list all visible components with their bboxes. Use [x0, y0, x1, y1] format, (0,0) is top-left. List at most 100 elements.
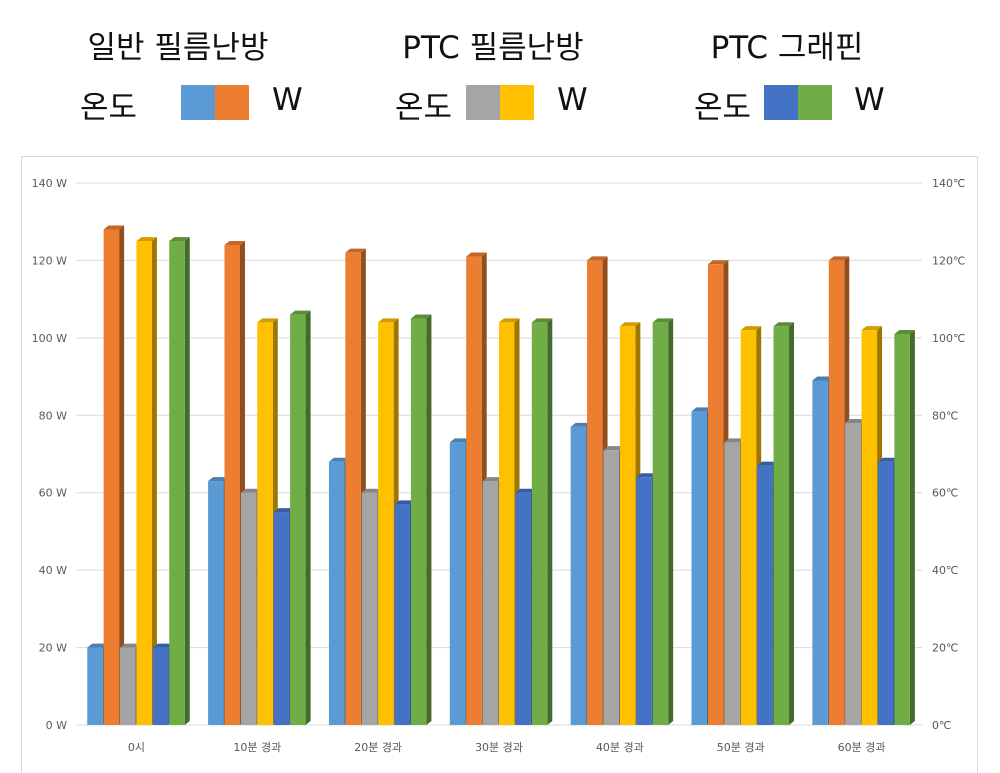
bar-series	[87, 225, 915, 726]
bar	[103, 225, 125, 725]
bar-top	[410, 314, 432, 319]
y-left-tick-label: 20 W	[39, 642, 67, 655]
bar-front	[740, 330, 757, 725]
y-right-tick-label: 20℃	[932, 642, 958, 655]
y-left-tick-label: 60 W	[39, 487, 67, 500]
bar-front	[482, 481, 499, 725]
bar-top	[691, 407, 713, 412]
bar-side	[119, 225, 125, 725]
bar-top	[449, 438, 471, 443]
bar-front	[240, 492, 257, 725]
y-left-tick-label: 100 W	[32, 332, 67, 345]
y-right-tick-label: 80℃	[932, 409, 958, 422]
bar-front	[169, 241, 185, 726]
bar-top	[208, 477, 229, 482]
legend-watt-swatch	[500, 85, 534, 120]
x-tick-label: 40분 경과	[596, 741, 644, 754]
bar-top	[845, 419, 866, 424]
bar-front	[861, 330, 878, 725]
bar-front	[773, 326, 790, 725]
bar-front	[652, 322, 669, 725]
bar-front	[257, 322, 273, 725]
bar-front	[603, 450, 619, 725]
bar-front	[273, 512, 290, 725]
legend-title: PTC 필름난방	[402, 30, 584, 66]
legend-watt-label: W	[557, 82, 588, 118]
bar-side	[668, 318, 674, 725]
bar-front	[345, 252, 361, 725]
bar-front	[328, 461, 345, 725]
legend-temp-label: 온도	[694, 90, 752, 126]
bar-top	[707, 260, 729, 265]
bar-front	[877, 461, 894, 725]
chart-frame	[21, 156, 978, 773]
bar-top	[861, 326, 883, 331]
bar-front	[290, 314, 306, 725]
bar-top	[257, 318, 278, 323]
bar-front	[208, 481, 224, 725]
bar-top	[169, 237, 190, 242]
bar-front	[724, 442, 740, 725]
y-right-tick-label: 140℃	[932, 177, 965, 190]
bar-top	[224, 240, 245, 245]
bar-top	[636, 473, 657, 478]
y-right-tick-label: 120℃	[932, 254, 965, 267]
bar-front	[466, 256, 482, 725]
y-right-tick-label: 40℃	[932, 564, 958, 577]
bar-top	[345, 248, 366, 253]
bar-top	[757, 461, 778, 466]
bar	[773, 322, 795, 725]
bar-front	[120, 647, 136, 725]
bar-top	[877, 457, 899, 462]
legend-watt-label: W	[272, 82, 303, 118]
bar	[410, 314, 432, 725]
bar-top	[87, 643, 108, 648]
bar-front	[87, 647, 103, 725]
bar-top	[587, 256, 608, 261]
legend-temp-swatch	[466, 85, 500, 120]
x-tick-label: 0시	[128, 741, 145, 754]
bar	[828, 256, 850, 725]
x-tick-label: 50분 경과	[717, 741, 765, 754]
bar-top	[120, 643, 141, 648]
bar-top	[394, 500, 416, 505]
legend-watt-swatch	[798, 85, 832, 120]
bar-front	[515, 492, 531, 725]
legend-temp-label: 온도	[80, 90, 138, 126]
bar-front	[499, 322, 515, 725]
y-right-tick-label: 0℃	[932, 719, 951, 732]
y-left-tick-label: 140 W	[32, 177, 67, 190]
bar-top	[378, 318, 399, 323]
bar-top	[515, 488, 536, 493]
bar-side	[305, 310, 311, 725]
bar	[531, 318, 553, 725]
bar-front	[707, 264, 724, 725]
bar-front	[619, 326, 636, 725]
bar-top	[570, 422, 592, 427]
bar-top	[894, 329, 915, 334]
bar-top	[290, 310, 311, 315]
bar-front	[152, 647, 169, 725]
bar-front	[224, 244, 240, 725]
bar-front	[136, 241, 152, 726]
y-left-tick-label: 120 W	[32, 254, 67, 267]
bar-front	[394, 504, 411, 725]
bar-top	[740, 326, 762, 331]
bar	[290, 310, 311, 725]
x-axis-labels: 0시 10분 경과 20분 경과 30분 경과 40분 경과 50분 경과 60분 경과	[128, 741, 886, 754]
y-right-tick-label: 100℃	[932, 332, 965, 345]
x-tick-label: 60분 경과	[838, 741, 886, 754]
bar-top	[603, 446, 624, 451]
bar-top	[136, 237, 157, 242]
bar-top	[273, 508, 295, 513]
legend-temp-swatch	[764, 85, 798, 120]
bar-front	[636, 477, 652, 725]
bar-front	[361, 492, 378, 725]
bar-top	[482, 477, 504, 482]
y-right-tick-label: 60℃	[932, 487, 958, 500]
bar	[894, 329, 915, 725]
x-tick-label: 30분 경과	[475, 741, 523, 754]
legend-temp-swatch	[181, 85, 215, 120]
bar-side	[151, 237, 157, 726]
bar-top	[466, 252, 487, 257]
